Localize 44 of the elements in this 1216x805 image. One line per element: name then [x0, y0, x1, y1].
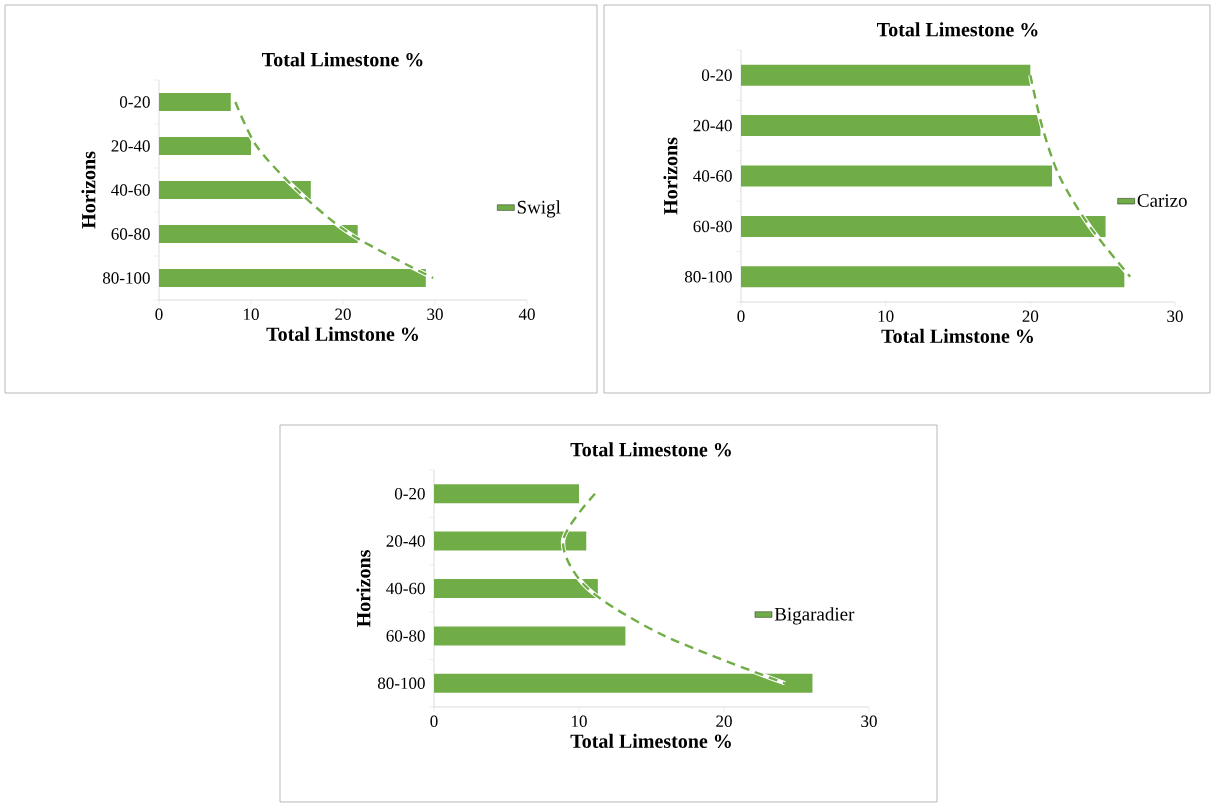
- bar: [434, 484, 580, 504]
- x-tick-label: 0: [155, 308, 163, 320]
- y-tick-label: 40-60: [111, 184, 150, 196]
- y-tick-label: 60-80: [693, 220, 732, 233]
- bar: [434, 626, 626, 646]
- x-tick-label: 10: [571, 715, 587, 727]
- legend-label: Bigaradier: [774, 607, 855, 625]
- x-tick-label: 0: [430, 715, 438, 727]
- y-tick-label: 80-100: [684, 271, 732, 283]
- x-tick-label: 40: [518, 308, 535, 320]
- x-axis-title: Total Limstone %: [881, 328, 1033, 343]
- x-axis-title: Total Limestone %: [570, 733, 731, 748]
- x-axis-title: Total Limstone %: [266, 326, 418, 341]
- x-tick-label: 10: [244, 308, 259, 320]
- x-tick-label: 20: [716, 715, 732, 727]
- x-tick-label: 30: [861, 715, 877, 727]
- bar: [741, 165, 1053, 187]
- y-tick-label: 20-40: [693, 119, 732, 132]
- y-tick-label: 20-40: [111, 140, 150, 152]
- y-tick-label: 40-60: [693, 170, 732, 182]
- y-tick-label: 80-100: [102, 272, 150, 284]
- chart-title: Total Limestone %: [262, 52, 423, 67]
- y-axis-title: Horizons: [663, 137, 678, 215]
- x-tick-label: 20: [335, 308, 351, 320]
- legend-label: Swigl: [517, 200, 561, 218]
- chart-title: Total Limestone %: [570, 442, 731, 457]
- y-tick-label: 60-80: [386, 630, 425, 642]
- y-tick-label: 60-80: [111, 228, 150, 240]
- x-tick-label: 20: [1022, 310, 1039, 322]
- y-axis-title: Horizons: [81, 151, 96, 229]
- x-tick-label: 30: [1167, 310, 1183, 322]
- x-tick-label: 10: [878, 310, 894, 322]
- y-tick-label: 40-60: [386, 582, 425, 595]
- y-tick-label: 0-20: [119, 96, 150, 108]
- y-tick-label: 80-100: [377, 677, 425, 690]
- bar: [159, 92, 231, 111]
- legend-label: Carizo: [1137, 194, 1187, 207]
- y-tick-label: 0-20: [394, 487, 425, 500]
- y-tick-label: 0-20: [701, 69, 732, 81]
- chart-title: Total Limestone %: [877, 22, 1038, 37]
- y-tick-label: 20-40: [386, 535, 425, 547]
- x-tick-label: 30: [427, 308, 443, 320]
- y-axis-title: Horizons: [356, 550, 371, 628]
- x-tick-label: 0: [737, 310, 745, 322]
